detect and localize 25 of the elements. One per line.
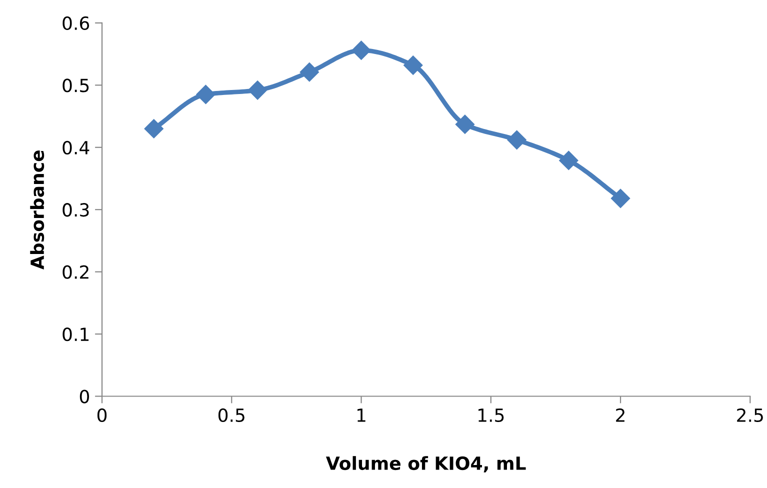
x-tick-label: 2.5 (737, 408, 763, 422)
x-axis-title: Volume of KIO4, mL (326, 456, 526, 472)
x-tick-label: 1 (357, 408, 366, 422)
point (248, 80, 268, 100)
point (559, 150, 578, 170)
y-tick-label: 0.3 (62, 203, 89, 217)
y-tick-label: 0.4 (62, 140, 90, 154)
y-tick-label: 0 (80, 390, 90, 404)
point (610, 188, 630, 208)
point (404, 56, 423, 75)
point (352, 40, 371, 60)
y-tick-label: 0.5 (62, 78, 89, 92)
y-tick-label: 0.1 (62, 327, 89, 342)
y-tick-label: 0.2 (62, 265, 88, 279)
point (455, 114, 474, 134)
x-tick-label: 1.5 (478, 408, 504, 422)
x-tick-label: 0 (97, 408, 107, 422)
point (196, 84, 216, 104)
y-tick-label: 0.6 (62, 16, 90, 30)
y-axis-title: Absorbance (30, 150, 44, 270)
point (300, 62, 319, 82)
point (507, 130, 526, 150)
x-tick-label: 0.5 (218, 408, 244, 422)
point (144, 119, 164, 138)
x-tick-label: 2 (616, 408, 624, 422)
